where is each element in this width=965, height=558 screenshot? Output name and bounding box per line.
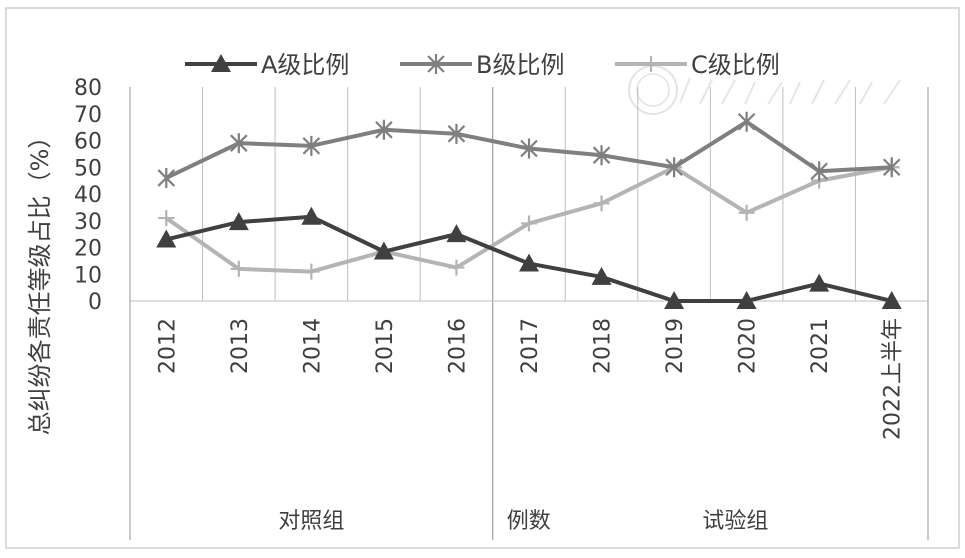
x-tick-label: 2016 [445,318,470,374]
series-lines [156,111,902,309]
x-tick-label: 2012 [155,318,180,374]
y-tick-label: 0 [88,290,102,315]
data-point-plus [593,195,610,212]
y-tick-label: 80 [74,76,102,101]
legend-item: B级比例 [400,51,564,79]
y-tick-label: 60 [74,130,102,155]
data-point-plus [521,215,537,232]
y-tick-label: 30 [74,210,102,235]
legend-label: A级比例 [261,51,349,79]
data-point-plus [303,263,320,280]
group-label: 对照组 [278,509,344,534]
data-point-asterisk [882,157,901,178]
data-point-asterisk [375,119,393,140]
y-tick-label: 40 [74,183,102,208]
y-tick-label: 10 [74,263,102,288]
x-tick-label: 2020 [736,318,761,374]
data-point-triangle [373,241,394,260]
data-point-plus [230,260,247,277]
legend-item: A级比例 [185,51,349,79]
data-point-triangle [881,291,902,309]
data-point-asterisk [157,167,176,188]
data-point-triangle [228,212,249,231]
vertical-gridlines [129,87,929,540]
x-tick-label: 2014 [300,318,325,374]
y-tick-label: 50 [74,156,102,181]
x-tick-label: 2021 [808,318,833,374]
data-point-asterisk [737,111,756,132]
watermark-seal [628,65,901,115]
data-point-triangle [211,54,231,72]
data-point-plus [448,259,465,276]
x-tick-label: 2017 [518,318,543,374]
legend: A级比例 B级比例 C级比例 [185,51,780,79]
data-point-triangle [664,291,685,309]
data-point-asterisk [665,157,683,178]
legend-label: C级比例 [691,51,780,79]
chart-border [5,7,960,549]
x-axis-tick-labels: 2012 2013 2014 2015 2016 2017 2018 2019 2020 2021… [155,318,905,440]
y-axis-label: 总纠纷各责任等级占比（%） [26,125,54,436]
legend-item: C级比例 [615,51,780,79]
x-tick-label: 2013 [228,318,253,374]
group-label: 试验组 [702,509,768,534]
data-point-triangle [156,229,177,248]
data-point-triangle [446,224,467,243]
series-a [156,206,902,309]
legend-label: B级比例 [476,51,564,79]
data-point-plus [158,210,175,227]
group-labels: 对照组 例数 试验组 [278,509,768,534]
x-tick-label: 2022上半年 [881,318,906,440]
data-point-asterisk [447,123,466,144]
data-point-asterisk [520,138,538,159]
y-tick-label: 70 [74,103,102,128]
x-tick-label: 2018 [591,318,616,374]
data-point-asterisk [230,133,248,154]
data-point-asterisk [592,145,611,166]
data-point-asterisk [427,54,445,74]
group-label: 例数 [507,509,551,534]
series-b [157,111,901,188]
data-point-triangle [519,253,539,272]
data-point-triangle [301,206,322,225]
data-point-plus [643,56,659,72]
data-point-asterisk [810,161,828,182]
y-tick-label: 20 [74,237,102,262]
data-point-triangle [809,273,830,292]
data-point-triangle [591,266,612,285]
data-point-plus [738,204,755,221]
data-point-asterisk [302,135,321,156]
x-tick-label: 2015 [373,318,398,374]
x-tick-label: 2019 [663,318,688,374]
data-point-triangle [736,291,757,309]
